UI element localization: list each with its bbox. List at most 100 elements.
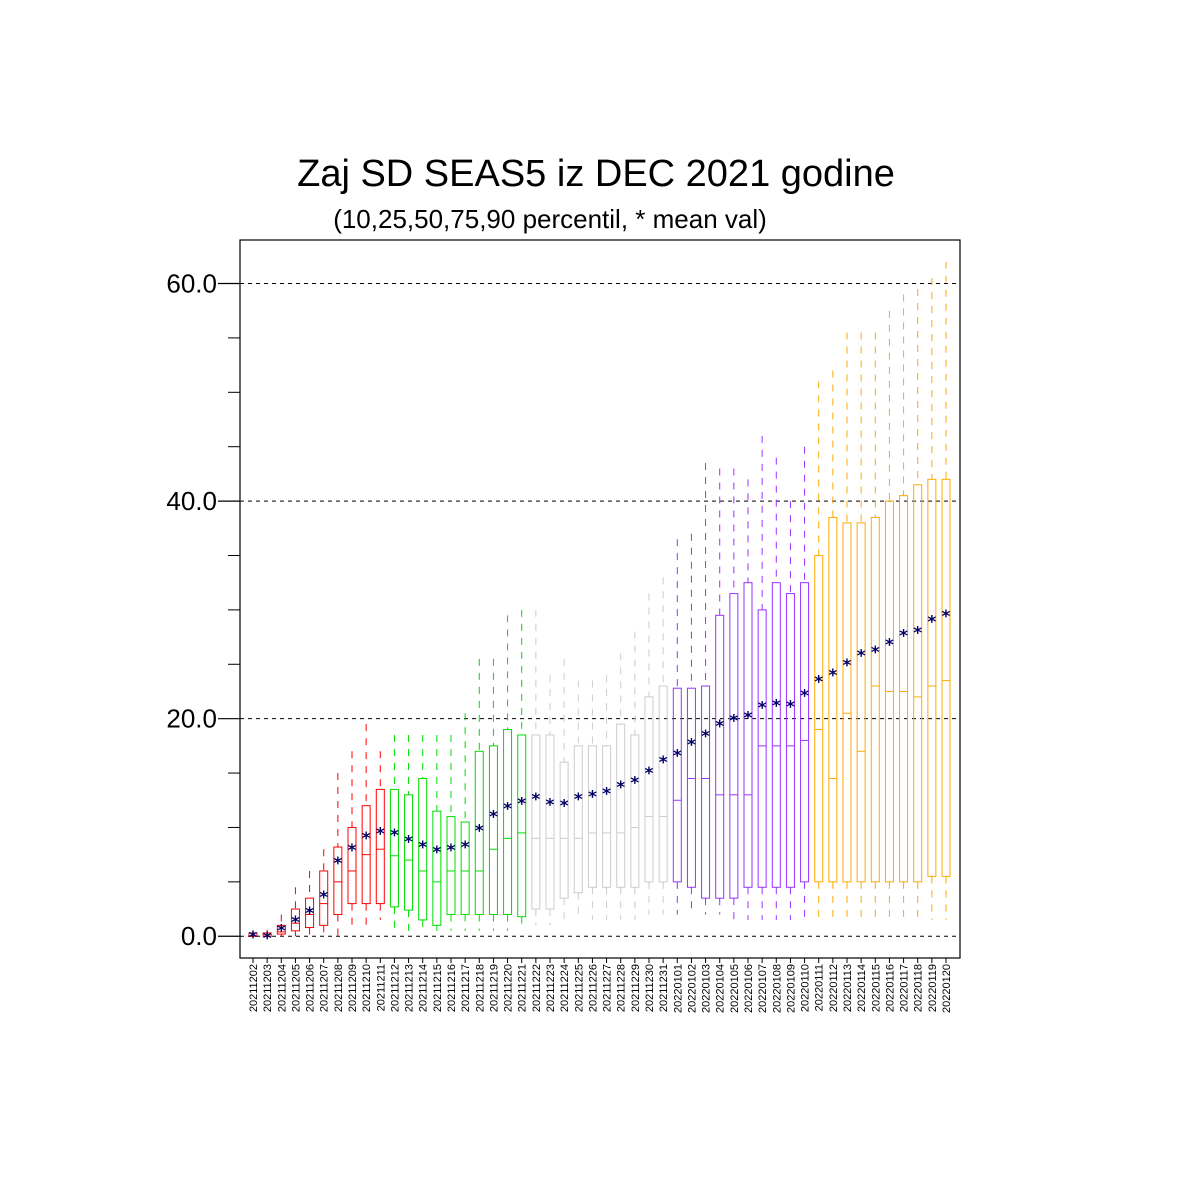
box-20211203 xyxy=(262,929,272,937)
mean-marker: * xyxy=(772,696,781,716)
box-20211209 xyxy=(347,751,357,931)
mean-marker: * xyxy=(390,826,399,846)
x-tick-label: 20211225 xyxy=(573,964,585,1012)
iqr-box xyxy=(432,810,442,926)
iqr-box xyxy=(389,788,399,908)
iqr-box xyxy=(757,609,767,888)
box-20220117 xyxy=(899,294,909,920)
mean-marker: * xyxy=(786,697,795,717)
x-axis: 20211202 20211203 20211204 20211205 20211206… xyxy=(248,958,953,1013)
mean-marker: * xyxy=(333,854,342,874)
x-tick-label: 20220102 xyxy=(686,964,698,1013)
iqr-box xyxy=(672,687,682,883)
mean-marker: * xyxy=(305,904,314,924)
box-20220103 xyxy=(701,463,711,915)
mean-marker: * xyxy=(687,736,696,756)
plot-frame xyxy=(239,239,961,959)
box-20220114 xyxy=(856,332,866,920)
x-tick-label: 20211217 xyxy=(460,964,472,1012)
mean-marker: * xyxy=(277,922,286,942)
box-20220107 xyxy=(757,435,767,920)
x-tick-label: 20220113 xyxy=(842,964,854,1012)
iqr-box xyxy=(644,696,654,883)
x-tick-label: 20211209 xyxy=(347,964,359,1012)
iqr-box xyxy=(446,816,456,915)
mean-marker: * xyxy=(560,796,569,816)
box-20211206 xyxy=(305,870,315,937)
box-20211213 xyxy=(404,734,414,931)
mean-marker: * xyxy=(758,699,767,719)
box-20211228 xyxy=(616,653,626,920)
x-tick-label: 20220116 xyxy=(884,964,896,1012)
mean-marker: * xyxy=(447,841,456,861)
x-tick-label: 20220105 xyxy=(729,964,741,1013)
x-tick-label: 20211208 xyxy=(333,964,345,1012)
mean-marker: * xyxy=(715,717,724,737)
box-20211231 xyxy=(658,577,668,915)
x-tick-label: 20220117 xyxy=(899,964,911,1012)
x-tick-label: 20211229 xyxy=(630,964,642,1012)
mean-marker: * xyxy=(645,764,654,784)
iqr-box xyxy=(290,908,300,932)
mean-marker: * xyxy=(489,807,498,827)
mean-marker: * xyxy=(517,794,526,814)
x-tick-label: 20211210 xyxy=(361,964,373,1012)
box-20211229 xyxy=(630,631,640,920)
box-20211223 xyxy=(545,675,555,926)
box-20211230 xyxy=(644,593,654,915)
iqr-box xyxy=(941,478,951,877)
iqr-box xyxy=(913,484,923,883)
iqr-box xyxy=(531,734,541,910)
mean-marker: * xyxy=(376,825,385,845)
iqr-box xyxy=(616,723,626,888)
box-20220110 xyxy=(800,446,810,920)
x-tick-label: 20211228 xyxy=(616,964,628,1012)
y-tick-label: 20.0 xyxy=(166,704,217,734)
iqr-box xyxy=(814,554,824,883)
x-tick-label: 20220110 xyxy=(800,964,812,1012)
x-tick-label: 20211218 xyxy=(474,964,486,1012)
x-tick-label: 20220111 xyxy=(814,964,826,1011)
box-20220108 xyxy=(771,457,781,920)
mean-marker: * xyxy=(913,623,922,643)
mean-marker: * xyxy=(418,838,427,858)
iqr-box xyxy=(701,685,711,899)
iqr-box xyxy=(404,794,414,911)
x-tick-label: 20211213 xyxy=(404,964,416,1012)
box-20220111 xyxy=(814,381,824,920)
iqr-box xyxy=(686,687,696,888)
x-tick-label: 20220104 xyxy=(715,964,727,1013)
x-tick-label: 20211226 xyxy=(587,964,599,1012)
x-tick-label: 20220118 xyxy=(913,964,925,1012)
mean-markers: * * * * ***** * * * * * * *** * * * * * * * * * * ** ** * * * * * * **… xyxy=(249,607,951,949)
box-20220109 xyxy=(785,501,795,920)
mean-marker: * xyxy=(249,928,258,948)
box-20220119 xyxy=(927,278,937,920)
mean-marker: * xyxy=(503,800,512,820)
box-20220112 xyxy=(828,370,838,920)
iqr-box xyxy=(333,846,343,915)
box-20220118 xyxy=(913,288,923,920)
iqr-box xyxy=(545,734,555,910)
box-20211221 xyxy=(517,609,527,931)
box-20211224 xyxy=(559,658,569,926)
x-tick-label: 20220114 xyxy=(856,964,868,1012)
iqr-box xyxy=(771,582,781,888)
box-20211205 xyxy=(290,887,300,937)
iqr-box xyxy=(517,734,527,918)
iqr-box xyxy=(587,745,597,888)
box-20211225 xyxy=(573,680,583,920)
box-20211220 xyxy=(503,615,513,931)
box-series xyxy=(248,261,951,937)
box-20220102 xyxy=(686,533,696,915)
y-axis: 0.0 20.0 40.0 60.0 xyxy=(166,269,240,951)
iqr-box xyxy=(715,614,725,899)
iqr-box xyxy=(375,788,385,905)
mean-marker: * xyxy=(659,753,668,773)
box-20220105 xyxy=(729,468,739,920)
x-tick-label: 20211227 xyxy=(602,964,614,1012)
box-20211212 xyxy=(389,734,399,931)
mean-marker: * xyxy=(800,687,809,707)
grid-lines xyxy=(240,283,960,937)
